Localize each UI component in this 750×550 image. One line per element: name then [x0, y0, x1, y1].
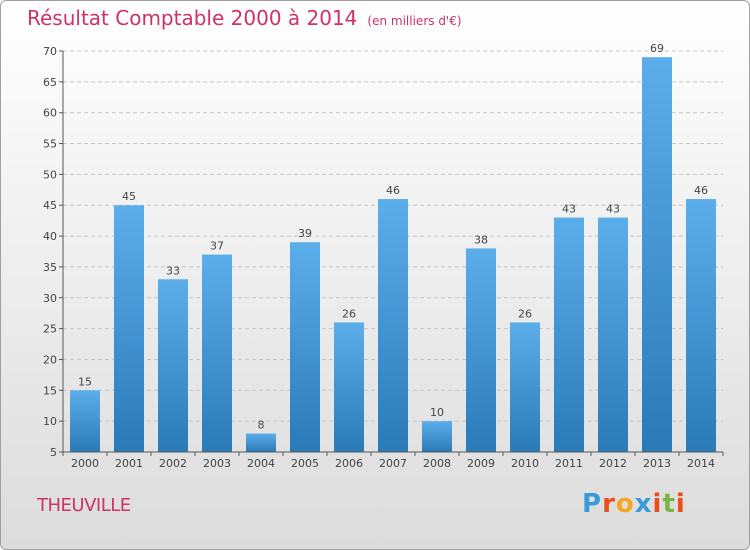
- commune-name: THEUVILLE: [37, 495, 131, 516]
- logo-letter: i: [652, 489, 663, 519]
- bar: [598, 217, 628, 452]
- bar-value-label: 37: [210, 240, 224, 253]
- x-tick-label: 2004: [247, 457, 275, 470]
- chart-title: Résultat Comptable 2000 à 2014 (en millie…: [27, 6, 462, 30]
- y-tick-label: 60: [43, 107, 57, 120]
- bar: [642, 57, 672, 453]
- logo-letter: x: [634, 489, 653, 519]
- bar-value-label: 26: [518, 307, 532, 320]
- logo-letter: i: [675, 489, 686, 519]
- bar-value-label: 15: [78, 375, 92, 388]
- bar: [202, 254, 232, 452]
- x-tick-label: 2002: [159, 457, 187, 470]
- bar: [510, 322, 540, 452]
- x-tick-label: 2014: [687, 457, 715, 470]
- x-tick-label: 2010: [511, 457, 539, 470]
- logo-letter: r: [602, 489, 616, 519]
- bar: [334, 322, 364, 452]
- y-tick-label: 10: [43, 415, 57, 428]
- bar-value-label: 46: [694, 184, 708, 197]
- proxiti-logo: Proxiti: [582, 489, 686, 519]
- y-tick-label: 5: [50, 446, 57, 459]
- x-tick-label: 2001: [115, 457, 143, 470]
- x-tick-label: 2007: [379, 457, 407, 470]
- logo-letter: P: [582, 489, 603, 519]
- bar: [290, 242, 320, 452]
- bar: [554, 217, 584, 452]
- bar-value-label: 43: [562, 203, 576, 216]
- bar-value-label: 8: [258, 418, 265, 431]
- bar: [114, 205, 144, 452]
- bar-value-label: 39: [298, 227, 312, 240]
- y-tick-label: 20: [43, 353, 57, 366]
- y-tick-label: 55: [43, 138, 57, 151]
- bar: [686, 199, 716, 452]
- x-tick-label: 2011: [555, 457, 583, 470]
- y-tick-label: 70: [43, 45, 57, 58]
- bar: [158, 279, 188, 452]
- x-tick-label: 2000: [71, 457, 99, 470]
- x-tick-label: 2013: [643, 457, 671, 470]
- x-tick-label: 2012: [599, 457, 627, 470]
- bar: [466, 248, 496, 452]
- bar-value-label: 69: [650, 42, 664, 55]
- y-tick-label: 35: [43, 261, 57, 274]
- y-tick-label: 50: [43, 168, 57, 181]
- bar-value-label: 38: [474, 233, 488, 246]
- x-tick-label: 2006: [335, 457, 363, 470]
- axes: 5 10 15 20 25 30 35 40 45 50 55 60 65 70 2000 2001 2002 2…: [43, 45, 724, 470]
- logo-letter: t: [662, 489, 676, 519]
- y-tick-label: 45: [43, 199, 57, 212]
- bar: [246, 433, 276, 452]
- bar-value-label: 43: [606, 203, 620, 216]
- y-tick-label: 25: [43, 323, 57, 336]
- y-tick-label: 15: [43, 384, 57, 397]
- x-tick-label: 2003: [203, 457, 231, 470]
- bar-value-label: 45: [122, 190, 136, 203]
- y-tick-label: 40: [43, 230, 57, 243]
- title-text: Résultat Comptable 2000 à 2014: [27, 6, 358, 30]
- y-tick-label: 65: [43, 76, 57, 89]
- bar: [70, 390, 100, 452]
- bar-value-label: 46: [386, 184, 400, 197]
- bar-value-label: 33: [166, 264, 180, 277]
- x-tick-label: 2005: [291, 457, 319, 470]
- logo-letter: o: [615, 489, 635, 519]
- x-tick-label: 2009: [467, 457, 495, 470]
- unit-label: (en milliers d'€): [367, 14, 462, 28]
- x-tick-label: 2008: [423, 457, 451, 470]
- bars: 15 45 33 37 8 39 26 46 10 38 26 43 43 69 46: [70, 42, 716, 453]
- y-tick-label: 30: [43, 292, 57, 305]
- bar: [378, 199, 408, 452]
- bar: [422, 421, 452, 452]
- bar-value-label: 26: [342, 307, 356, 320]
- bar-value-label: 10: [430, 406, 444, 419]
